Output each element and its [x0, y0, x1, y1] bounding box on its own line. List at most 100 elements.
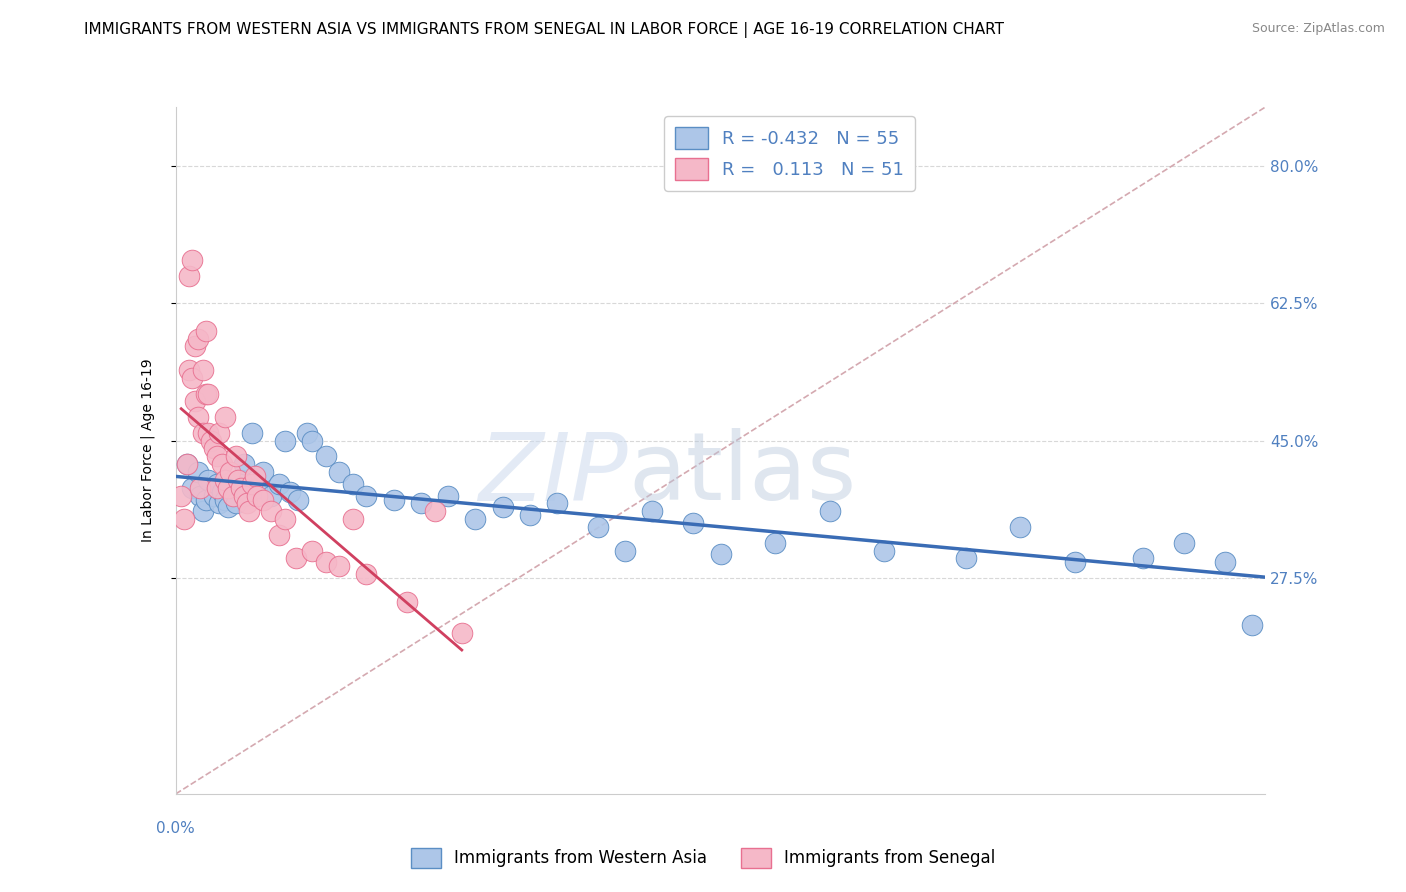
Point [194, 492, 217, 507]
Point [873, 543, 896, 558]
Point [238, 504, 260, 518]
Point [214, 410, 236, 425]
Point [287, 492, 309, 507]
Point [173, 512, 195, 526]
Point [243, 469, 266, 483]
Point [342, 512, 364, 526]
Point [382, 492, 405, 507]
Point [1240, 618, 1263, 632]
Point [437, 489, 460, 503]
Point [269, 476, 291, 491]
Point [188, 481, 211, 495]
Point [315, 450, 337, 464]
Point [763, 535, 786, 549]
Point [181, 371, 204, 385]
Point [614, 543, 637, 558]
Point [235, 484, 257, 499]
Point [710, 548, 733, 562]
Point [186, 410, 209, 425]
Point [191, 363, 214, 377]
Point [197, 473, 219, 487]
Point [464, 512, 486, 526]
Point [232, 489, 254, 503]
Point [235, 496, 257, 510]
Text: atlas: atlas [628, 428, 856, 521]
Point [176, 457, 198, 471]
Point [240, 476, 263, 491]
Point [181, 253, 204, 268]
Point [225, 450, 247, 464]
Point [205, 476, 228, 491]
Point [450, 626, 472, 640]
Point [205, 481, 228, 495]
Point [1010, 520, 1032, 534]
Point [225, 496, 247, 510]
Point [194, 324, 217, 338]
Point [409, 496, 432, 510]
Point [186, 332, 209, 346]
Point [240, 425, 263, 440]
Text: IMMIGRANTS FROM WESTERN ASIA VS IMMIGRANTS FROM SENEGAL IN LABOR FORCE | AGE 16-: IMMIGRANTS FROM WESTERN ASIA VS IMMIGRAN… [84, 22, 1004, 38]
Point [356, 567, 378, 582]
Point [328, 465, 350, 479]
Point [208, 425, 231, 440]
Point [202, 489, 225, 503]
Point [546, 496, 568, 510]
Point [188, 489, 211, 503]
Point [179, 363, 201, 377]
Point [492, 500, 515, 515]
Point [231, 473, 253, 487]
Point [222, 489, 245, 503]
Point [202, 442, 225, 456]
Point [246, 481, 269, 495]
Point [274, 434, 297, 448]
Point [356, 489, 378, 503]
Point [217, 481, 239, 495]
Point [170, 489, 193, 503]
Point [1132, 551, 1154, 566]
Point [184, 394, 207, 409]
Point [191, 504, 214, 518]
Point [208, 496, 231, 510]
Point [217, 500, 239, 515]
Legend: R = -0.432   N = 55, R =   0.113   N = 51: R = -0.432 N = 55, R = 0.113 N = 51 [664, 116, 915, 191]
Point [252, 465, 274, 479]
Point [228, 473, 250, 487]
Point [214, 473, 236, 487]
Point [219, 481, 242, 495]
Point [186, 465, 209, 479]
Point [205, 450, 228, 464]
Point [200, 434, 222, 448]
Point [211, 484, 233, 499]
Point [301, 434, 323, 448]
Point [269, 528, 291, 542]
Point [682, 516, 704, 530]
Point [423, 504, 446, 518]
Point [260, 489, 283, 503]
Point [176, 457, 198, 471]
Point [214, 492, 236, 507]
Point [295, 425, 318, 440]
Point [197, 425, 219, 440]
Text: ZIP: ZIP [478, 429, 628, 520]
Point [519, 508, 541, 523]
Point [284, 551, 307, 566]
Point [219, 465, 242, 479]
Point [246, 489, 269, 503]
Y-axis label: In Labor Force | Age 16-19: In Labor Force | Age 16-19 [141, 359, 155, 542]
Point [252, 492, 274, 507]
Point [197, 386, 219, 401]
Point [274, 512, 297, 526]
Point [232, 457, 254, 471]
Point [1063, 555, 1085, 569]
Point [231, 481, 253, 495]
Point [641, 504, 664, 518]
Point [194, 386, 217, 401]
Point [184, 339, 207, 353]
Point [179, 268, 201, 283]
Point [818, 504, 841, 518]
Point [328, 559, 350, 574]
Point [260, 504, 283, 518]
Point [315, 555, 337, 569]
Point [181, 481, 204, 495]
